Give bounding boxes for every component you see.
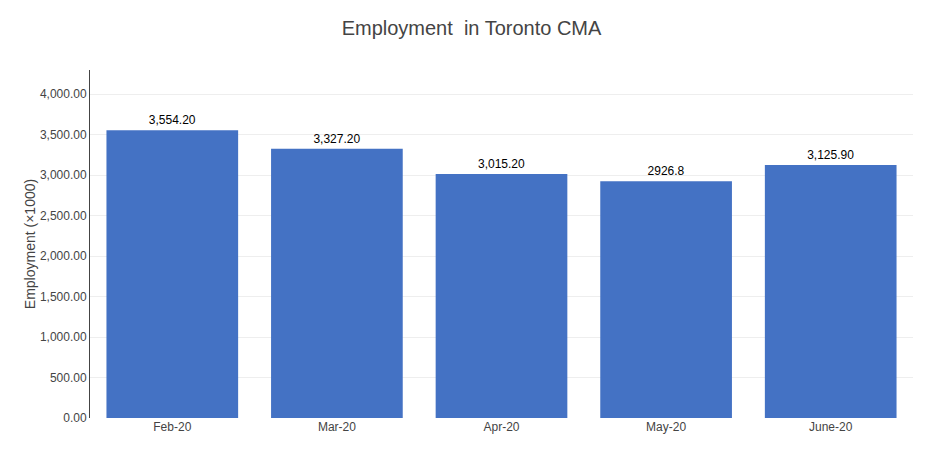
svg-text:2,000.00: 2,000.00 [40,249,87,263]
svg-text:0.00: 0.00 [63,411,87,425]
svg-text:3,500.00: 3,500.00 [40,128,87,142]
svg-text:Employment (×1000): Employment (×1000) [22,179,38,309]
svg-text:3,000.00: 3,000.00 [40,168,87,182]
svg-text:3,327.20: 3,327.20 [313,132,360,146]
svg-text:2926.8: 2926.8 [648,164,685,178]
svg-text:3,125.90: 3,125.90 [807,148,854,162]
svg-text:Apr-20: Apr-20 [483,420,519,434]
svg-text:Mar-20: Mar-20 [318,420,356,434]
svg-text:3,015.20: 3,015.20 [478,157,525,171]
svg-text:4,000.00: 4,000.00 [40,87,87,101]
svg-text:1,500.00: 1,500.00 [40,290,87,304]
svg-text:1,000.00: 1,000.00 [40,330,87,344]
svg-text:Employment in Toronto CMA: Employment in Toronto CMA [342,17,602,39]
svg-text:3,554.20: 3,554.20 [149,113,196,127]
svg-text:June-20: June-20 [809,420,853,434]
svg-text:2,500.00: 2,500.00 [40,209,87,223]
svg-text:May-20: May-20 [646,420,686,434]
svg-text:500.00: 500.00 [50,371,87,385]
svg-text:Feb-20: Feb-20 [153,420,191,434]
